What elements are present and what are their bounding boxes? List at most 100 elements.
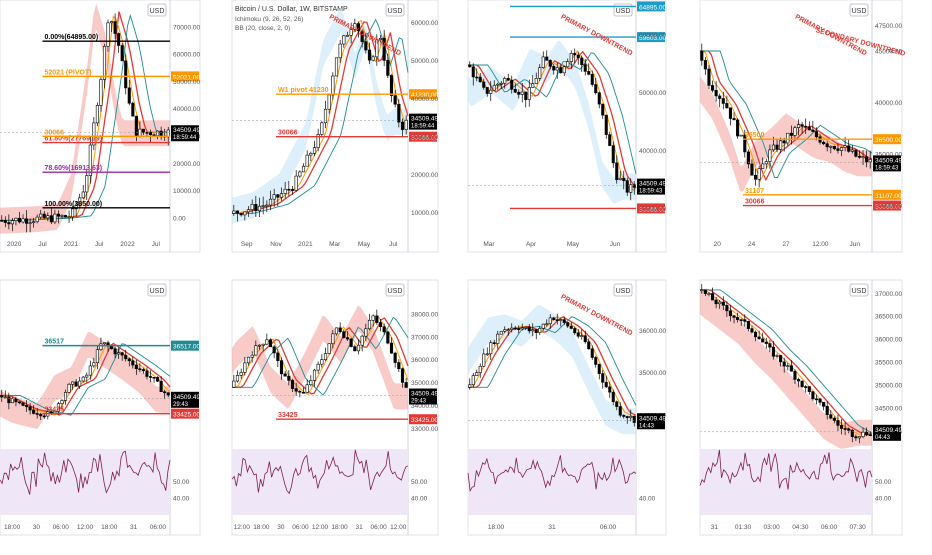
x-tick-label: 03:00 [764, 524, 781, 531]
price-tag [409, 113, 437, 130]
y-tick-label: 50000.00 [173, 79, 200, 86]
candle [732, 118, 736, 121]
currency-badge [849, 3, 869, 17]
candle [7, 396, 11, 404]
kumo-cloud [0, 3, 170, 234]
candle [148, 376, 153, 378]
candle [594, 84, 598, 94]
level-label: 30066 [45, 129, 65, 136]
candle [611, 145, 615, 164]
candle [272, 194, 276, 200]
candle [583, 335, 587, 343]
candle [718, 95, 722, 99]
candle [618, 406, 622, 416]
x-tick-label: 24 [748, 241, 756, 248]
candle [35, 216, 39, 223]
candle [327, 94, 331, 110]
candle [768, 149, 772, 162]
x-tick-label: Mar [329, 241, 341, 248]
candle [268, 198, 273, 206]
candle [63, 215, 68, 218]
candle [110, 21, 114, 24]
candle [775, 144, 779, 150]
candle [524, 326, 528, 329]
candle [81, 191, 85, 199]
candle [861, 431, 865, 437]
candle [382, 38, 386, 61]
candle [548, 317, 552, 325]
candle [520, 327, 524, 330]
candle [779, 355, 783, 363]
candle [367, 49, 372, 61]
level-label: 61.80%(27769.19) [45, 136, 103, 143]
candle [736, 317, 740, 320]
candle [615, 162, 619, 181]
candle [618, 177, 622, 181]
candle [573, 52, 577, 56]
y-tick-label: 35500.00 [875, 360, 902, 367]
candle [95, 105, 99, 124]
candle [272, 346, 276, 354]
level-axis-tag [637, 203, 665, 214]
kumo-cloud [0, 331, 170, 430]
candle [283, 373, 287, 377]
candle [811, 129, 815, 132]
candle [725, 305, 729, 312]
countdown: 29:43 [173, 402, 189, 408]
candle [138, 368, 142, 371]
candle [814, 398, 819, 401]
tenkan-line [0, 342, 171, 416]
candle [475, 372, 479, 376]
candle [506, 329, 510, 332]
candle [316, 363, 320, 371]
candle [342, 35, 346, 45]
candle [397, 103, 401, 123]
candle [378, 322, 383, 328]
candle [298, 390, 302, 393]
candle [804, 126, 808, 128]
rsi-line [0, 450, 171, 495]
candle [56, 403, 60, 412]
candle [764, 341, 768, 344]
candle [861, 156, 865, 159]
tenkan-line [700, 50, 873, 183]
candle [489, 89, 493, 94]
x-tick-label: 20 [714, 241, 722, 248]
candle [159, 130, 163, 137]
candle [527, 87, 531, 100]
y-tick-label: 38000.00 [411, 311, 438, 318]
x-tick-label: 06:00 [150, 524, 167, 531]
candle [287, 375, 291, 381]
candle [847, 145, 851, 152]
candle [829, 145, 833, 148]
rsi-tick: 40.00 [875, 496, 892, 503]
y-tick-label: 30000.00 [639, 206, 666, 213]
tenkan-line [700, 289, 873, 436]
rsi-line [699, 449, 873, 490]
x-tick-label: 18:00 [4, 524, 21, 531]
candle [46, 215, 50, 219]
candle [545, 56, 549, 61]
kijun-line [700, 50, 873, 182]
x-tick-label: 04:30 [792, 524, 809, 531]
candle [320, 359, 324, 365]
candle [839, 147, 844, 151]
y-tick-label: 40000.00 [639, 148, 666, 155]
candle [99, 343, 103, 350]
candle [28, 406, 32, 411]
y-tick-label: 70000.00 [173, 24, 200, 31]
candle [134, 115, 138, 137]
candle [265, 204, 269, 207]
candle [753, 174, 758, 180]
candle [786, 365, 790, 367]
candle [496, 333, 500, 344]
level-axis-tag [171, 408, 199, 419]
candle [67, 383, 71, 393]
candle [865, 156, 869, 163]
candle [868, 159, 872, 163]
candle [520, 91, 524, 95]
price-value: 34509.49 [411, 116, 438, 123]
